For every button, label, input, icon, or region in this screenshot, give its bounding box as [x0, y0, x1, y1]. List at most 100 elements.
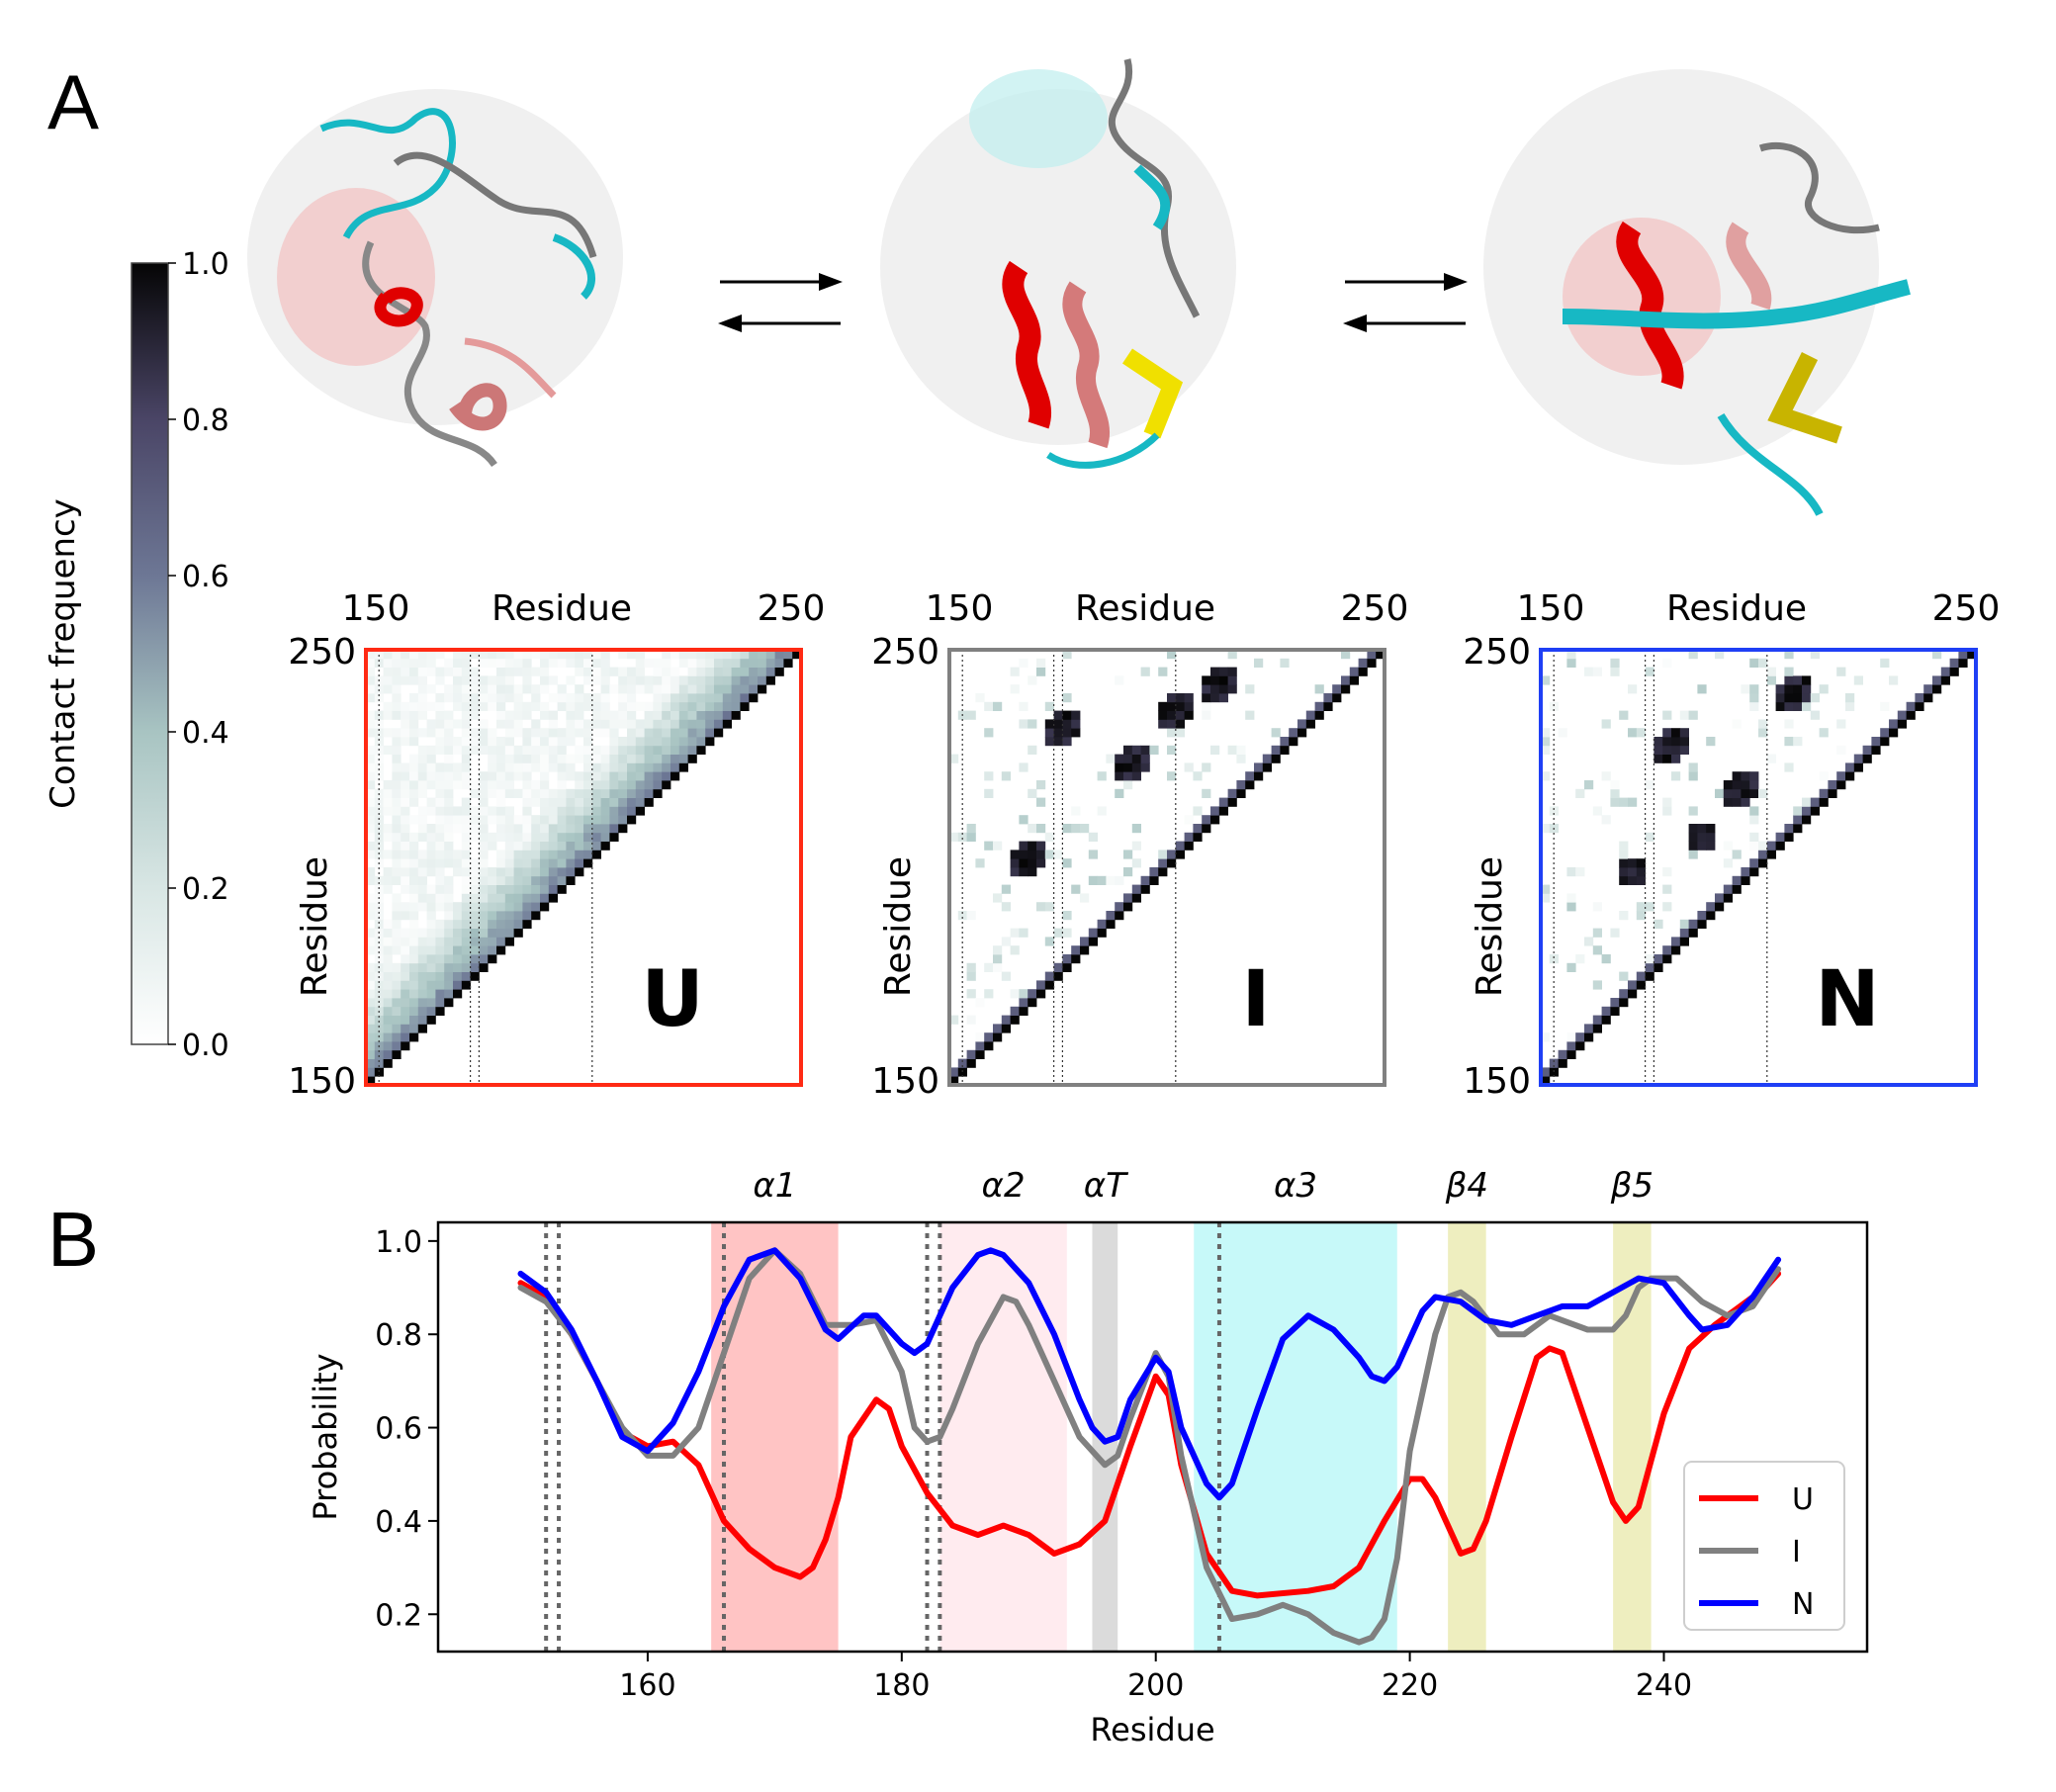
contact-cell [1019, 762, 1028, 772]
contact-cell [1715, 650, 1725, 660]
contact-cell [540, 806, 550, 816]
contact-cell [1010, 667, 1020, 676]
contact-cell [1071, 719, 1081, 729]
contact-cell [678, 658, 688, 668]
contact-cell [1949, 667, 1959, 676]
contact-cell [1566, 893, 1576, 903]
contact-cell [1062, 719, 1072, 729]
contact-cell [479, 893, 489, 903]
contact-cell [662, 737, 671, 747]
contact-cell [644, 780, 654, 790]
contact-cell [366, 675, 376, 685]
contact-cell [1628, 728, 1638, 738]
contact-cell [444, 893, 454, 903]
contact-cell [1202, 675, 1211, 685]
contact-cell [1167, 719, 1177, 729]
contact-cell [566, 754, 576, 763]
contact-map-y-label: Residue [295, 856, 335, 997]
contact-cell [531, 850, 541, 859]
contact-cell [1028, 998, 1037, 1008]
contact-cell [426, 971, 436, 981]
contact-cell [1558, 1058, 1567, 1068]
contact-cell [392, 928, 402, 938]
contact-cell [705, 737, 715, 747]
contact-cell [591, 719, 601, 729]
contact-cell [522, 762, 532, 772]
contact-cell [696, 667, 706, 676]
contact-cell [591, 658, 601, 668]
contact-cell [644, 684, 654, 694]
contact-cell [522, 911, 532, 921]
contact-cell [1227, 650, 1237, 660]
contact-cell [444, 762, 454, 772]
contact-cell [383, 806, 393, 816]
structure-unfolded [247, 89, 623, 468]
contact-cell [444, 850, 454, 859]
contact-cell [618, 754, 628, 763]
contact-cell [383, 658, 393, 668]
contact-cell [653, 754, 663, 763]
contact-cell [374, 902, 384, 912]
contact-map-y-tick-min: 150 [871, 1061, 939, 1102]
contact-cell [522, 867, 532, 877]
contact-cell [1123, 745, 1133, 755]
contact-cell [366, 832, 376, 842]
contact-cell [540, 858, 550, 868]
contact-cell [417, 980, 427, 990]
contact-cell [1106, 875, 1116, 885]
contact-cell [409, 980, 419, 990]
contact-cell [496, 719, 506, 729]
contact-cell [966, 989, 976, 999]
contact-cell [1088, 832, 1098, 842]
contact-cell [1149, 867, 1159, 877]
contact-cell [1749, 867, 1759, 877]
contact-cell [557, 884, 567, 894]
contact-cell [1897, 719, 1907, 729]
contact-cell [1706, 911, 1716, 921]
contact-cell [401, 998, 410, 1008]
contact-cell [1332, 693, 1342, 703]
contact-cell [1958, 658, 1968, 668]
contact-cell [1853, 675, 1863, 685]
contact-cell [470, 667, 480, 676]
x-tick-label: 160 [619, 1668, 675, 1703]
contact-cell [1167, 745, 1177, 755]
contact-cell [1245, 780, 1255, 790]
contact-cell [1115, 762, 1124, 772]
contact-cell [687, 693, 697, 703]
contact-cell [1836, 780, 1846, 790]
contact-cell [470, 858, 480, 868]
contact-cell [401, 841, 410, 851]
contact-cell [575, 650, 584, 660]
contact-cell [374, 832, 384, 842]
contact-cell [1793, 675, 1803, 685]
contact-cell [1341, 675, 1351, 685]
contact-cell [417, 850, 427, 859]
contact-cell [1019, 998, 1028, 1008]
contact-cell [417, 745, 427, 755]
contact-cell [496, 937, 506, 946]
contact-cell [496, 824, 506, 834]
contact-cell [540, 710, 550, 720]
contact-cell [383, 1049, 393, 1059]
contact-cell [1289, 728, 1298, 738]
contact-cell [470, 945, 480, 955]
contact-cell [522, 824, 532, 834]
contact-cell [1001, 971, 1011, 981]
contact-cell [1044, 937, 1054, 946]
contact-cell [714, 658, 724, 668]
contact-cell [1218, 806, 1228, 816]
contact-cell [740, 650, 750, 660]
contact-cell [1619, 989, 1629, 999]
contact-cell [548, 824, 558, 834]
contact-cell [678, 719, 688, 729]
contact-cell [1236, 745, 1246, 755]
contact-cell [1654, 745, 1663, 755]
region-label: αT [1084, 1166, 1128, 1206]
contact-cell [1575, 788, 1585, 798]
contact-cell [662, 684, 671, 694]
contact-cell [409, 937, 419, 946]
contact-cell [966, 1015, 976, 1025]
equilibrium-arrows-ui [718, 273, 843, 332]
contact-cell [522, 884, 532, 894]
